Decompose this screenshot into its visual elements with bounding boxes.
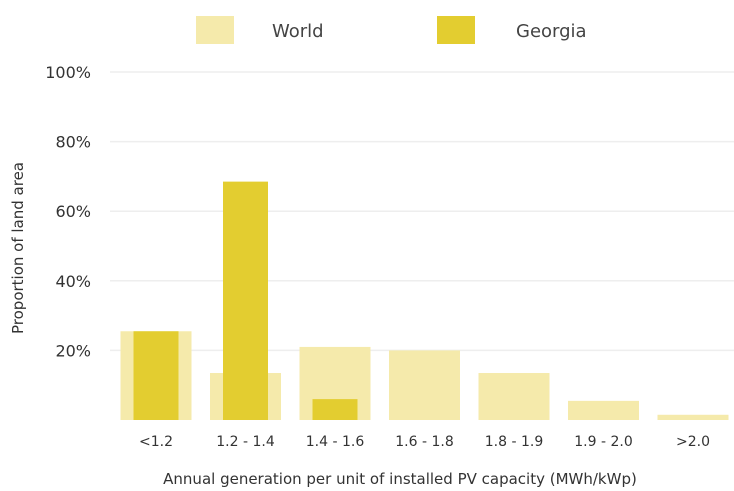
bars xyxy=(120,181,729,420)
legend: World Georgia xyxy=(196,16,587,44)
y-tick-label: 20% xyxy=(55,341,91,360)
x-tick-label: 1.6 - 1.8 xyxy=(395,434,453,450)
y-tick-label: 100% xyxy=(45,63,91,82)
y-axis-label: Proportion of land area xyxy=(9,162,27,334)
legend-swatch xyxy=(437,16,475,44)
legend-swatch xyxy=(196,16,234,44)
x-tick-label: 1.4 - 1.6 xyxy=(306,434,365,450)
y-tick-label: 80% xyxy=(55,133,91,152)
y-tick-label: 40% xyxy=(55,272,91,291)
x-axis-ticks: <1.2 1.2 - 1.4 1.4 - 1.6 1.6 - 1.8 1.8 - 1.9… xyxy=(139,434,710,450)
gridlines xyxy=(110,71,734,352)
x-tick-label: 1.9 - 2.0 xyxy=(574,434,632,450)
x-axis-label: Annual generation per unit of installed … xyxy=(163,470,637,488)
x-tick-label: 1.2 - 1.4 xyxy=(216,434,275,450)
legend-label: Georgia xyxy=(516,21,587,42)
bar-georgia xyxy=(133,331,179,420)
y-axis-ticks: 20% 40% 60% 80% 100% xyxy=(45,63,91,360)
bar-world xyxy=(389,350,460,420)
bar-georgia xyxy=(312,399,358,420)
bar-world xyxy=(478,373,550,420)
legend-label: World xyxy=(272,21,324,42)
bar-world xyxy=(657,414,729,420)
bar-world xyxy=(568,400,639,420)
x-tick-label: 1.8 - 1.9 xyxy=(485,434,543,450)
x-tick-label: <1.2 xyxy=(139,434,173,450)
bar-georgia xyxy=(223,181,268,420)
x-tick-label: >2.0 xyxy=(676,434,710,450)
y-tick-label: 60% xyxy=(55,202,91,221)
